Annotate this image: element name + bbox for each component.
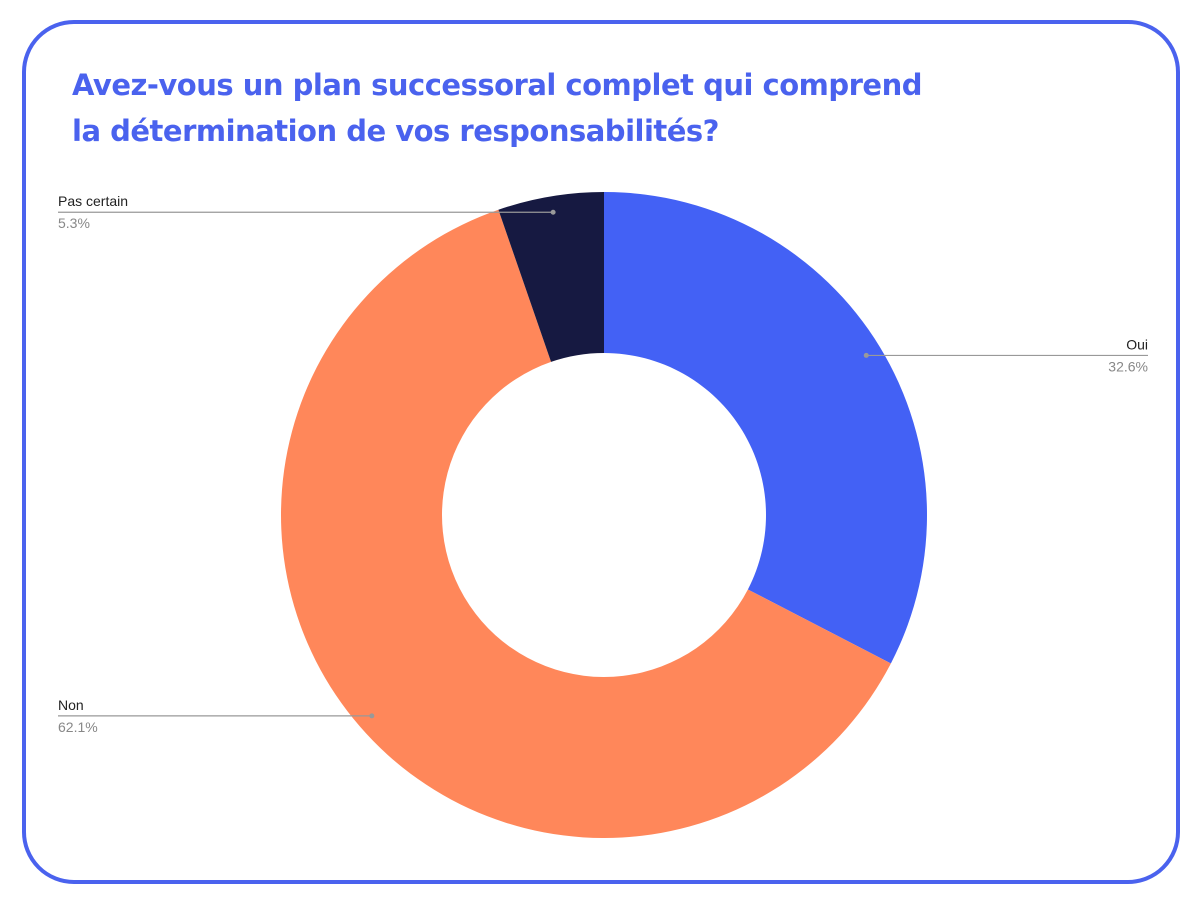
card-frame	[22, 20, 1180, 884]
donut-segment	[498, 192, 604, 362]
leader-dot	[863, 352, 869, 358]
donut-segment	[604, 192, 928, 664]
chart-title: Avez-vous un plan successoral complet qu…	[72, 68, 923, 148]
slice-label: Pas certain	[58, 193, 128, 209]
slice-value-label: 62.1%	[58, 719, 98, 735]
slice-label: Non	[58, 697, 84, 713]
donut-segment	[281, 209, 891, 838]
leader-dot	[369, 713, 375, 719]
leader-dot	[550, 209, 556, 215]
slice-value-label: 32.6%	[1108, 358, 1148, 374]
slice-value-label: 5.3%	[58, 215, 90, 231]
slice-label: Oui	[1126, 336, 1148, 352]
